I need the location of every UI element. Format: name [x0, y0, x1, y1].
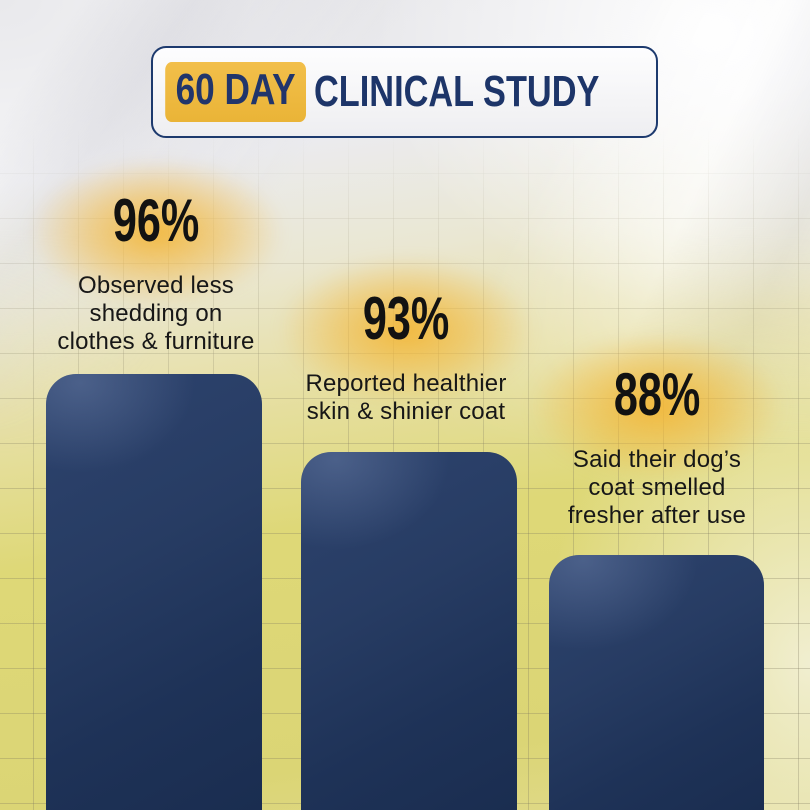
stat-label-line: shedding on — [89, 300, 223, 327]
stat-value-wrap: 93% — [276, 288, 536, 350]
stat-label: Reported healthier skin & shinier coat — [276, 370, 536, 426]
stat-label-line: fresher after use — [567, 502, 747, 529]
stat-value: 88% — [613, 361, 701, 428]
bar-96-percent — [46, 374, 262, 810]
stat-label-line: Reported healthier — [305, 370, 507, 397]
bar-93-percent — [301, 452, 517, 810]
stat-block-skin-coat: 93% Reported healthier skin & shinier co… — [276, 256, 536, 426]
title-text: CLINICAL STUDY — [313, 67, 599, 116]
stat-label-line: Observed less — [78, 272, 234, 299]
stat-label-line: clothes & furniture — [57, 328, 255, 355]
title-highlight-chip: 60 DAY — [164, 62, 306, 122]
bar-88-percent — [549, 555, 764, 810]
stat-label: Said their dog’s coat smelled fresher af… — [527, 446, 787, 530]
title-highlight-text: 60 DAY — [175, 65, 296, 114]
stat-label: Observed less shedding on clothes & furn… — [26, 272, 286, 356]
stat-value-wrap: 88% — [527, 364, 787, 426]
stat-value: 93% — [362, 285, 450, 352]
stat-label-line: Said their dog’s — [572, 446, 742, 473]
stat-value: 96% — [112, 187, 200, 254]
stat-label-line: coat smelled — [588, 474, 726, 501]
title-badge: 60 DAY CLINICAL STUDY — [151, 46, 658, 138]
stat-block-shedding: 96% Observed less shedding on clothes & … — [26, 158, 286, 356]
stat-block-smell: 88% Said their dog’s coat smelled freshe… — [527, 332, 787, 530]
stat-label-line: skin & shinier coat — [306, 398, 506, 425]
stat-value-wrap: 96% — [26, 190, 286, 252]
